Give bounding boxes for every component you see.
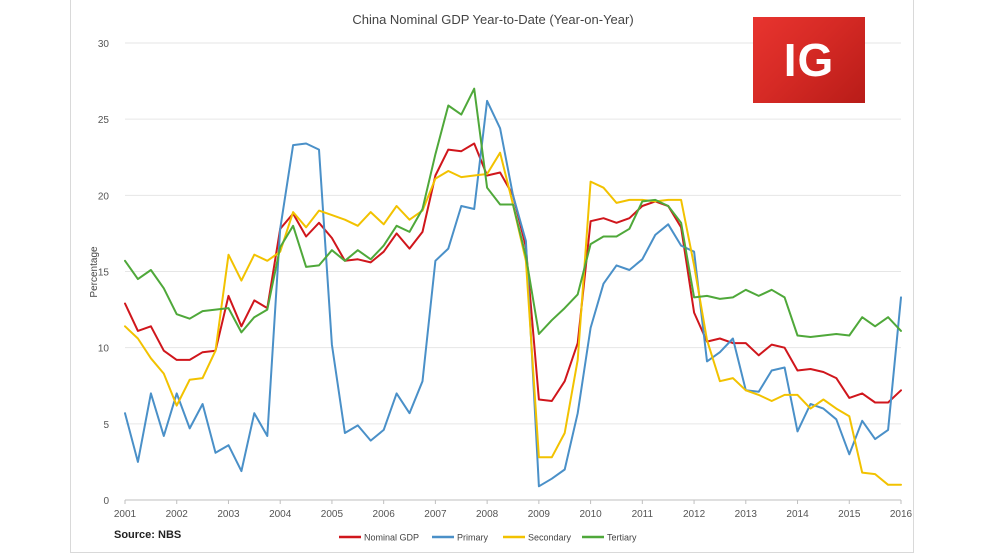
source-note: Source: NBS: [114, 529, 182, 541]
legend: Nominal GDP Primary Secondary Tertiary: [339, 533, 637, 543]
x-tick-label: 2016: [890, 509, 913, 520]
legend-label: Secondary: [528, 533, 572, 543]
x-tick-label: 2014: [786, 509, 809, 520]
x-tick-label: 2001: [114, 509, 137, 520]
series-line-secondary: [124, 151, 902, 486]
x-tick-label: 2009: [528, 509, 551, 520]
x-tick-label: 2004: [269, 509, 292, 520]
logo-text: IG: [783, 34, 835, 86]
y-tick-label: 15: [98, 268, 110, 279]
y-axis-label: Percentage: [89, 246, 100, 298]
y-tick-labels: 0 5 10 15 20 25 30: [98, 39, 110, 507]
x-tick-label: 2008: [476, 509, 499, 520]
chart-frame: China Nominal GDP Year-to-Date (Year-on-…: [70, 0, 914, 553]
legend-label: Tertiary: [607, 533, 637, 543]
series-line-primary: [124, 99, 902, 488]
y-tick-label: 10: [98, 344, 110, 355]
x-tick-label: 2007: [424, 509, 447, 520]
y-tick-label: 0: [103, 496, 109, 507]
x-tick-label: 2015: [838, 509, 861, 520]
x-tick-label: 2012: [683, 509, 706, 520]
x-tick-label: 2011: [632, 509, 654, 520]
chart-title: China Nominal GDP Year-to-Date (Year-on-…: [352, 12, 633, 27]
y-tick-label: 5: [103, 420, 109, 431]
x-tick-label: 2006: [373, 509, 396, 520]
series-lines: [124, 87, 902, 488]
x-tick-label: 2005: [321, 509, 344, 520]
y-tick-label: 30: [98, 39, 110, 50]
gridlines: [124, 42, 902, 504]
series-line-nominal-gdp: [124, 142, 902, 404]
y-tick-label: 20: [98, 191, 110, 202]
x-tick-label: 2002: [166, 509, 189, 520]
legend-label: Primary: [457, 533, 488, 543]
series-line-tertiary: [124, 87, 902, 338]
x-tick-label: 2010: [579, 509, 602, 520]
x-tick-label: 2013: [735, 509, 758, 520]
legend-label: Nominal GDP: [364, 533, 419, 543]
y-tick-label: 25: [98, 115, 110, 126]
ig-logo: IG: [753, 17, 865, 103]
line-chart: China Nominal GDP Year-to-Date (Year-on-…: [89, 12, 913, 543]
x-tick-labels: 2001 2002 2003 2004 2005 2006 2007 2008 2009 2010…: [114, 509, 913, 520]
x-tick-label: 2003: [217, 509, 240, 520]
